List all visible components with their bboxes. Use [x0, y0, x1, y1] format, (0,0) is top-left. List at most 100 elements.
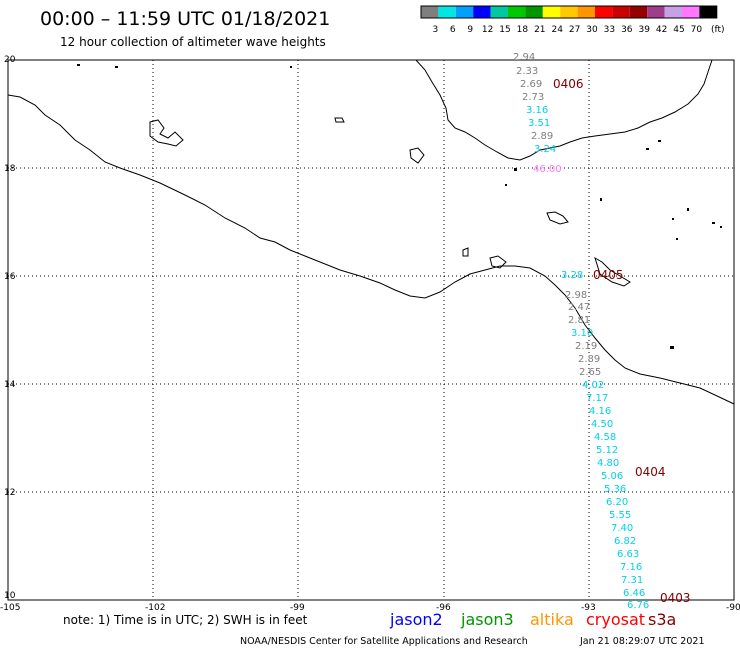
color-scale-label: 30 [586, 25, 598, 35]
map-frame [7, 59, 735, 601]
footer-note: note: 1) Time is in UTC; 2) SWH is in fe… [63, 613, 308, 627]
wave-height-value: 4.80 [597, 458, 619, 469]
color-scale-label: 6 [450, 25, 456, 35]
lon-label: -105 [0, 603, 20, 613]
island [409, 147, 425, 164]
color-scale-label: 21 [534, 25, 545, 35]
color-scale-swatch [508, 6, 526, 18]
color-scale-swatch [490, 6, 508, 18]
wave-height-value: 2.98 [565, 290, 587, 301]
satellite-legend-jason2: jason2 [389, 610, 443, 629]
lon-label: -99 [290, 603, 305, 613]
lat-label: 18 [4, 164, 16, 174]
wave-height-value: 5.12 [596, 445, 618, 456]
satellite-legend-jason3: jason3 [460, 610, 514, 629]
wave-height-value: 6.82 [614, 536, 636, 547]
color-scale-label: 3 [433, 25, 439, 35]
lat-label: 12 [4, 488, 15, 498]
wave-height-value: 2.73 [522, 92, 544, 103]
lat-label: 20 [4, 55, 16, 65]
lon-label: -102 [145, 603, 165, 613]
color-scale-swatch [542, 6, 561, 18]
wave-height-value: 2.81 [568, 315, 590, 326]
color-scale-swatch [577, 6, 595, 18]
lat-label: 14 [4, 380, 16, 390]
color-scale-label: 9 [467, 25, 473, 35]
island [489, 255, 507, 269]
latitude-labels: 20 18 16 14 12 10 [4, 55, 16, 601]
satellite-legend-altika: altika [530, 610, 574, 629]
wave-height-value: 4.16 [589, 406, 611, 417]
wave-height-value: 46.00 [533, 164, 562, 175]
pass-time-labels: 0406 0405 0404 0403 [553, 77, 691, 605]
wave-height-value: 4.50 [591, 419, 613, 430]
color-scale-border [420, 5, 718, 19]
wave-height-value: 3.10 [571, 328, 593, 339]
satellite-legend-s3a: s3a [648, 610, 676, 629]
color-scale-label: 24 [551, 25, 563, 35]
wave-height-value: 5.06 [601, 471, 623, 482]
color-scale-label: 42 [656, 25, 667, 35]
wave-height-value: 3.24 [534, 144, 556, 155]
color-scale-bar: 3 6 9 12 15 18 21 24 27 30 33 36 39 42 45 70 [420, 5, 718, 35]
graticule [8, 60, 734, 600]
color-scale-label: 36 [621, 25, 633, 35]
wave-height-labels: 2.94 2.33 2.69 2.73 3.16 3.51 2.89 3.24 46.00 3.2… [513, 52, 649, 611]
island [546, 211, 569, 225]
wave-height-value: 7.31 [621, 575, 643, 586]
color-scale-swatch [699, 6, 717, 18]
color-scale-swatch [525, 6, 543, 18]
lat-label: 10 [4, 591, 16, 601]
wave-height-value: 6.63 [617, 549, 639, 560]
gulf-coastline [415, 59, 713, 161]
pass-time-label: 0404 [635, 465, 666, 479]
wave-height-value: 6.76 [627, 600, 649, 611]
island [149, 119, 184, 147]
pass-time-label: 0403 [660, 591, 691, 605]
color-scale-unit: (ft) [711, 25, 725, 35]
color-scale-swatch [455, 6, 474, 18]
pass-time-label: 0406 [553, 77, 584, 91]
wave-height-value: 3.28 [561, 270, 583, 281]
wave-height-value: 7.17 [586, 393, 608, 404]
wave-height-value: 5.36 [604, 484, 626, 495]
color-scale-label: 18 [517, 25, 529, 35]
wave-height-value: 3.51 [528, 118, 550, 129]
pass-time-label: 0405 [593, 268, 624, 282]
color-scale-swatch [595, 6, 613, 18]
wave-height-value: 6.20 [606, 497, 628, 508]
satellite-legend-cryosat: cryosat [586, 610, 645, 629]
generated-timestamp: Jan 21 08:29:07 UTC 2021 [579, 636, 705, 647]
color-scale-swatch [473, 6, 491, 18]
lon-label: -90 [726, 603, 740, 613]
wave-height-value: 5.55 [609, 510, 631, 521]
credit-text: NOAA/NESDIS Center for Satellite Applica… [240, 636, 528, 647]
color-scale-label: 27 [569, 25, 580, 35]
lon-label: -93 [581, 603, 596, 613]
island [594, 256, 631, 287]
wave-height-value: 2.65 [579, 367, 601, 378]
wave-height-value: 4.02 [582, 380, 604, 391]
wave-height-value: 2.89 [578, 354, 600, 365]
color-scale-swatch [664, 6, 682, 18]
small-islands [77, 64, 722, 349]
wave-height-value: 7.40 [611, 523, 633, 534]
map-subtitle: 12 hour collection of altimeter wave hei… [60, 35, 326, 49]
color-scale-label: 45 [673, 25, 684, 35]
wave-height-value: 2.47 [568, 302, 590, 313]
wave-height-value: 7.16 [620, 562, 642, 573]
longitude-labels: -105 -102 -99 -96 -93 -90 [0, 603, 740, 613]
color-scale-swatch [421, 6, 439, 18]
color-scale-label: 39 [638, 25, 650, 35]
color-scale-label: 70 [691, 25, 703, 35]
wave-height-value: 6.46 [623, 588, 645, 599]
map-title: 00:00 – 11:59 UTC 01/18/2021 [40, 8, 330, 30]
pacific-coastline [7, 94, 735, 405]
wave-height-value: 3.16 [526, 105, 548, 116]
lon-label: -96 [436, 603, 451, 613]
island [334, 117, 345, 123]
color-scale-swatch [438, 6, 456, 18]
color-scale-swatch [629, 6, 648, 18]
color-scale-swatch [682, 6, 700, 18]
color-scale-label: 12 [482, 25, 493, 35]
